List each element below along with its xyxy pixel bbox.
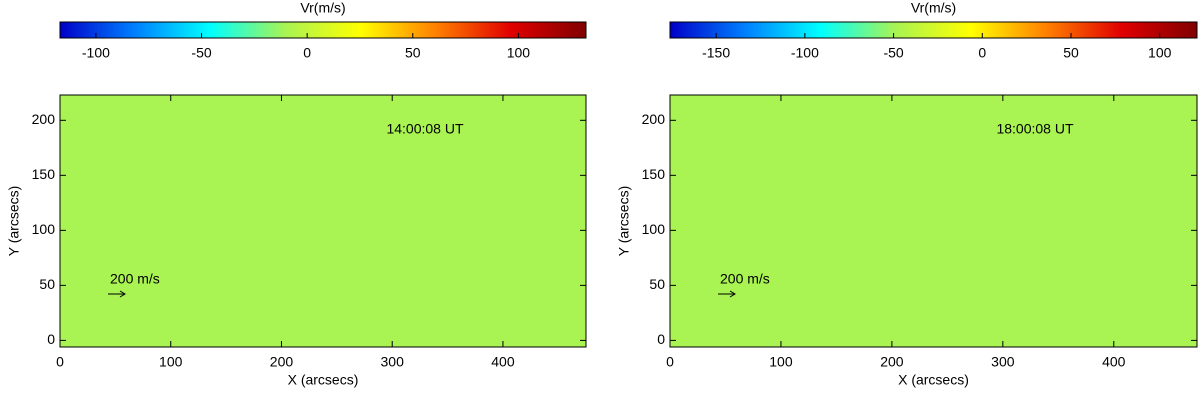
x-tick-label: 200	[270, 354, 294, 370]
x-tick-label: 100	[769, 354, 793, 370]
colorbar-tick-label: 100	[1148, 45, 1172, 61]
x-tick-label: 100	[159, 354, 183, 370]
scale-label: 200 m/s	[720, 271, 770, 287]
y-tick-label: 50	[39, 276, 55, 292]
y-tick-label: 0	[657, 331, 665, 347]
y-tick-label: 100	[642, 221, 666, 237]
time-label: 18:00:08 UT	[996, 121, 1073, 137]
time-label: 14:00:08 UT	[386, 121, 463, 137]
x-tick-label: 400	[1102, 354, 1126, 370]
colorbar-label: Vr(m/s)	[300, 0, 345, 16]
colorbar-tick-label: -50	[883, 45, 903, 61]
y-tick-label: 150	[642, 166, 666, 182]
colorbar-tick-label: -150	[702, 45, 730, 61]
x-tick-label: 300	[991, 354, 1015, 370]
colorbar	[669, 21, 1198, 39]
y-tick-label: 50	[649, 276, 665, 292]
x-axis-label: X (arcsecs)	[898, 372, 969, 388]
x-tick-label: 0	[56, 354, 64, 370]
colorbar-tick-label: 50	[1063, 45, 1079, 61]
colorbar-label: Vr(m/s)	[911, 0, 956, 16]
x-tick-label: 300	[381, 354, 405, 370]
y-tick-label: 100	[32, 221, 56, 237]
y-tick-label: 0	[47, 331, 55, 347]
colorbar-tick-label: 0	[303, 45, 311, 61]
scale-arrow-head	[119, 290, 126, 298]
field-background	[59, 94, 587, 348]
colorbar-tick-label: 100	[507, 45, 531, 61]
y-axis-label: Y (arcsecs)	[616, 186, 632, 257]
colorbar-tick-label: 0	[978, 45, 986, 61]
y-tick-label: 200	[32, 111, 56, 127]
x-tick-label: 0	[666, 354, 674, 370]
scale-arrow-head	[729, 290, 736, 298]
x-axis-label: X (arcsecs)	[288, 372, 359, 388]
x-tick-label: 200	[880, 354, 904, 370]
colorbar	[59, 21, 587, 39]
scale-label: 200 m/s	[110, 271, 160, 287]
colorbar-tick-label: -100	[82, 45, 110, 61]
colorbar-tick-label: -50	[191, 45, 211, 61]
colorbar-tick-label: 50	[405, 45, 421, 61]
colorbar-tick-label: -100	[791, 45, 819, 61]
field-background	[669, 94, 1198, 348]
y-axis-label: Y (arcsecs)	[6, 186, 22, 257]
y-tick-label: 150	[32, 166, 56, 182]
y-tick-label: 200	[642, 111, 666, 127]
x-tick-label: 400	[491, 354, 515, 370]
